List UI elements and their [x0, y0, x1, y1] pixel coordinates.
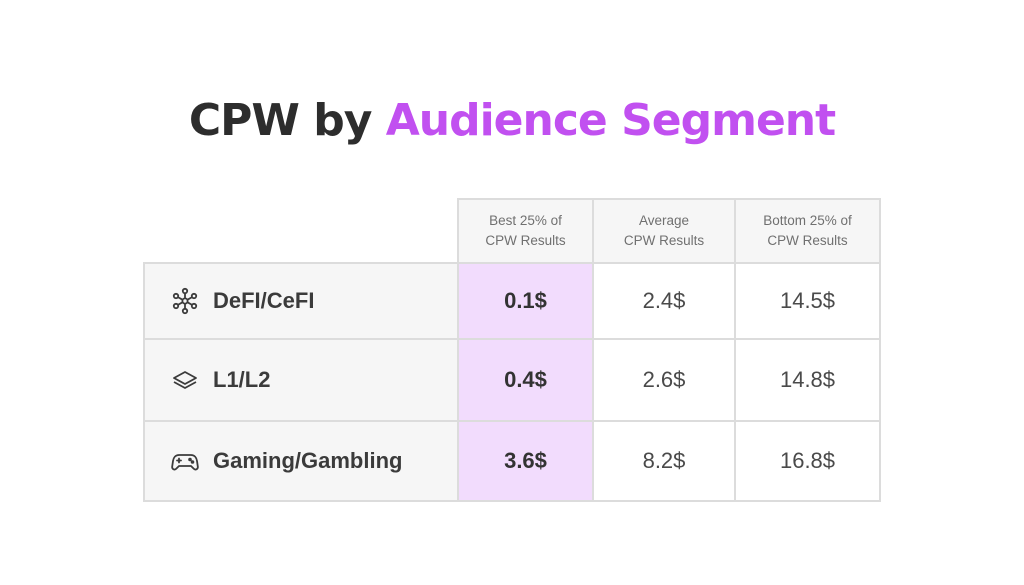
row-label-text: Gaming/Gambling [213, 448, 403, 473]
row-label-gaming-gambling: Gaming/Gambling [143, 420, 459, 502]
cell-average-gaming-gambling: 8.2$ [592, 420, 736, 502]
column-header-best-line1: Best 25% of [489, 213, 562, 228]
title-part-1: CPW by [188, 95, 386, 146]
column-header-best-line2: CPW Results [485, 233, 566, 248]
cell-best-defi-cefi: 0.1$ [457, 262, 594, 340]
column-header-average: Average CPW Results [592, 198, 736, 264]
gamepad-icon [171, 447, 199, 475]
column-header-bottom-line2: CPW Results [767, 233, 848, 248]
row-label-text: DeFI/CeFI [213, 288, 315, 313]
cpw-table: Best 25% of CPW Results Average CPW Resu… [143, 198, 881, 502]
row-label-text: L1/L2 [213, 367, 271, 392]
row-label-defi-cefi: DeFI/CeFI [143, 262, 459, 340]
network-nodes-icon [171, 287, 199, 315]
cell-best-gaming-gambling: 3.6$ [457, 420, 594, 502]
row-label-l1-l2: L1/L2 [143, 338, 459, 422]
column-header-bottom: Bottom 25% of CPW Results [734, 198, 881, 264]
cell-bottom-defi-cefi: 14.5$ [734, 262, 881, 340]
cell-best-l1-l2: 0.4$ [457, 338, 594, 422]
cell-bottom-l1-l2: 14.8$ [734, 338, 881, 422]
column-header-average-line2: CPW Results [623, 233, 705, 248]
page-title: CPW by Audience Segment [0, 88, 1024, 154]
column-header-average-line1: Average [638, 213, 690, 228]
column-header-best: Best 25% of CPW Results [457, 198, 594, 264]
title-part-2-accent: Audience Segment [385, 95, 836, 146]
cell-bottom-gaming-gambling: 16.8$ [734, 420, 881, 502]
cell-average-defi-cefi: 2.4$ [592, 262, 736, 340]
cell-average-l1-l2: 2.6$ [592, 338, 736, 422]
layers-icon [171, 366, 199, 394]
column-header-bottom-line1: Bottom 25% of [763, 213, 852, 228]
